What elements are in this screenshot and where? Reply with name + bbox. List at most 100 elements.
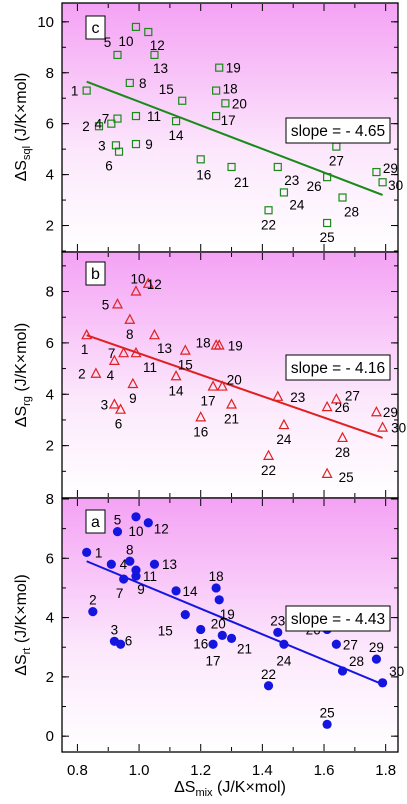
data-point [213,339,225,350]
fit-line [86,80,383,196]
point-label: 6 [115,417,123,432]
plot-frame [61,497,399,753]
data-point [212,111,221,121]
data-point [127,377,139,389]
y-axis-title: ΔSrg (J/K×mol) [13,323,33,427]
point-label: 28 [349,654,364,669]
y-tick-label: 2 [46,669,54,686]
point-label: 17 [201,394,216,409]
point-label: 25 [320,230,335,245]
data-point [113,114,122,123]
data-point [331,639,341,649]
slope-box [285,605,391,632]
data-point [148,328,160,340]
y-tick-label: 4 [46,386,54,403]
data-point [179,344,191,355]
point-label: 6 [125,633,133,648]
point-label: 17 [206,653,221,668]
y-axis-title: ΔSrt (J/K×mol) [13,574,33,675]
data-point [130,285,142,296]
point-label: 30 [389,664,404,679]
point-label: 11 [143,360,157,375]
y-tick-label: 2 [46,218,54,235]
data-point [131,22,141,32]
point-label: 30 [388,178,403,193]
panel-letter-box [85,261,106,286]
point-label: 18 [223,82,238,97]
data-point [226,633,237,643]
fit-line [86,334,383,439]
point-label: 14 [169,383,185,398]
data-point [88,607,98,617]
point-label: 18 [196,335,211,350]
point-label: 4 [120,557,128,572]
data-point [94,122,104,131]
point-label: 22 [261,217,276,232]
data-point [321,467,333,478]
data-point [211,583,221,593]
point-label: 16 [193,636,208,651]
y-tick-label: 8 [46,491,54,508]
point-label: 19 [228,338,243,353]
data-point [278,418,290,430]
data-point [118,346,130,358]
data-point [113,50,122,60]
data-point [370,405,382,417]
data-point [227,162,236,172]
panel-letter-box [85,15,106,40]
data-point [214,595,224,605]
data-point [81,328,93,340]
data-point [207,380,219,391]
data-point [195,411,207,422]
data-point [372,167,381,177]
data-point [171,117,181,126]
x-tick-label: 1.0 [129,762,150,779]
point-label: 1 [71,84,79,99]
point-label: 23 [290,390,305,405]
point-label: 7 [108,346,116,361]
data-point [82,86,91,95]
point-label: 12 [147,277,162,292]
point-label: 27 [329,154,344,169]
point-label: 8 [126,327,134,342]
data-point [171,586,181,596]
point-label: 20 [211,616,226,631]
point-label: 1 [81,342,89,357]
point-label: 20 [227,373,242,388]
data-point [115,403,127,414]
point-label: 4 [95,117,103,132]
x-tick-label: 0.8 [67,762,88,779]
data-point [322,719,332,729]
point-label: 1 [95,545,103,560]
data-point [114,147,124,156]
point-label: 5 [102,297,110,312]
point-label: 19 [220,607,235,622]
point-label: 12 [154,522,169,537]
data-point [377,678,388,688]
data-point [144,27,153,37]
point-label: 22 [261,463,276,478]
data-point [263,449,275,461]
point-label: 15 [178,358,193,373]
point-label: 16 [193,424,208,439]
point-label: 9 [137,582,145,597]
data-point [131,512,141,522]
y-tick-label: 6 [46,335,54,352]
point-label: 21 [234,175,249,190]
data-point [208,639,218,649]
point-label: 14 [169,128,185,143]
data-point [330,393,342,404]
y-tick-label: 0 [46,728,54,745]
point-label: 25 [320,705,335,720]
point-label: 23 [270,613,285,628]
data-point [279,188,289,197]
y-tick-label: 8 [46,65,54,82]
point-label: 21 [237,641,252,656]
data-point [131,565,141,575]
data-point [279,639,289,649]
point-label: 10 [118,34,133,49]
data-point [221,99,230,108]
data-point [124,313,136,324]
point-label: 17 [221,113,236,128]
point-label: 14 [183,584,199,599]
